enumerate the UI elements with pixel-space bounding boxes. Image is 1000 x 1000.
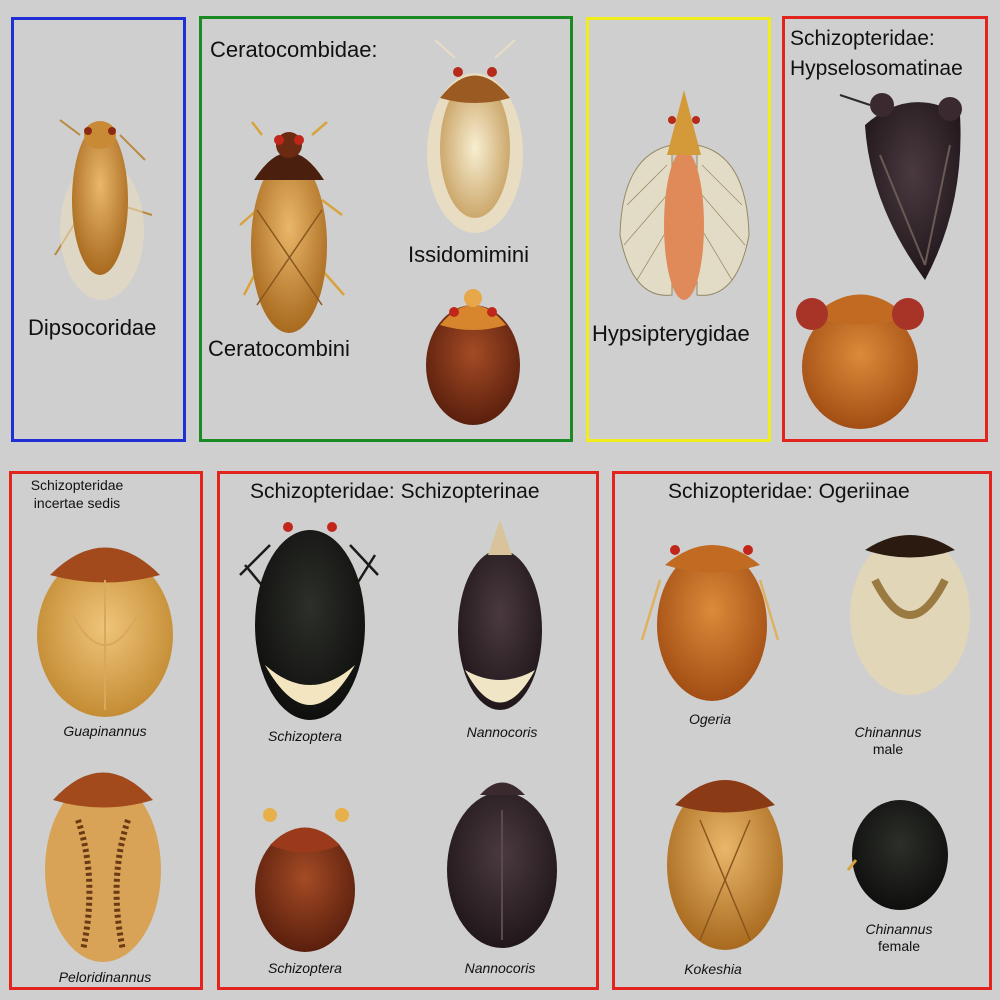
- incertae-sedis-label-line1: Schizopteridae: [30, 477, 124, 493]
- incertae-sedis-label-line2: incertae sedis: [33, 495, 121, 511]
- ceratocombidae-label: Ceratocombidae:: [210, 37, 378, 62]
- panel-hypsipterygidae: [586, 17, 771, 442]
- guapinannus-label: Guapinannus: [63, 723, 147, 739]
- chinannus-female-label-line2: female: [877, 938, 921, 954]
- schizoptera-specimen-top-image: [239, 522, 379, 720]
- panel-dipsocoridae: [11, 17, 186, 442]
- panel-ogeriinae: [612, 471, 992, 990]
- nannocoris-specimen-bottom-image: [447, 782, 557, 948]
- chinannus-male-label-line1: Chinannus: [854, 724, 922, 740]
- guapinannus-specimen-image: [37, 547, 173, 717]
- hypselosomatinae-label-line2: Hypselosomatinae: [790, 57, 963, 80]
- chinannus-female-specimen-image: [846, 800, 948, 910]
- nannocoris-specimen-top-image: [458, 520, 542, 710]
- hypsipterygidae-label: Hypsipterygidae: [592, 321, 750, 346]
- panel-ceratocombidae: [199, 16, 573, 442]
- hypsipterygidae-specimen-image: [619, 90, 750, 300]
- ogeria-label: Ogeria: [688, 711, 732, 727]
- ceratocombini-label: Ceratocombini: [208, 336, 350, 361]
- chinannus-female-label-line1: Chinannus: [865, 921, 933, 937]
- schizoptera-label-bottom: Schizoptera: [268, 960, 342, 976]
- peloridinannus-specimen-image: [45, 772, 161, 962]
- issidomimini-specimen-top-image: [427, 39, 523, 233]
- schizopterinae-label: Schizopteridae: Schizopterinae: [250, 480, 540, 503]
- issidomimini-specimen-bottom-image: [426, 289, 520, 425]
- hypselosomatinae-specimen-top-image: [839, 93, 962, 280]
- kokeshia-specimen-image: [667, 780, 783, 950]
- panel-incertae-sedis: [9, 471, 203, 990]
- schizoptera-specimen-bottom-image: [255, 808, 355, 952]
- hypselosomatinae-specimen-bottom-image: [796, 294, 924, 429]
- nannocoris-label-bottom: Nannocoris: [464, 960, 536, 976]
- kokeshia-label: Kokeshia: [684, 961, 742, 977]
- chinannus-male-specimen-image: [850, 535, 970, 695]
- issidomimini-label: Issidomimini: [408, 242, 530, 267]
- peloridinannus-label: Peloridinannus: [58, 969, 152, 985]
- ogeria-specimen-image: [640, 545, 780, 701]
- nannocoris-label-top: Nannocoris: [466, 724, 538, 740]
- chinannus-male-label-line2: male: [872, 741, 904, 757]
- dipsocoridae-specimen-image: [54, 119, 153, 300]
- panel-hypselosomatinae: [782, 16, 988, 442]
- hypselosomatinae-label-line1: Schizopteridae:: [790, 27, 935, 50]
- schizoptera-label-top: Schizoptera: [268, 728, 342, 744]
- ceratocombini-specimen-image: [239, 121, 345, 333]
- ogeriinae-label: Schizopteridae: Ogeriinae: [668, 480, 910, 503]
- dipsocoridae-label: Dipsocoridae: [28, 315, 157, 340]
- panel-schizopterinae: [217, 471, 599, 990]
